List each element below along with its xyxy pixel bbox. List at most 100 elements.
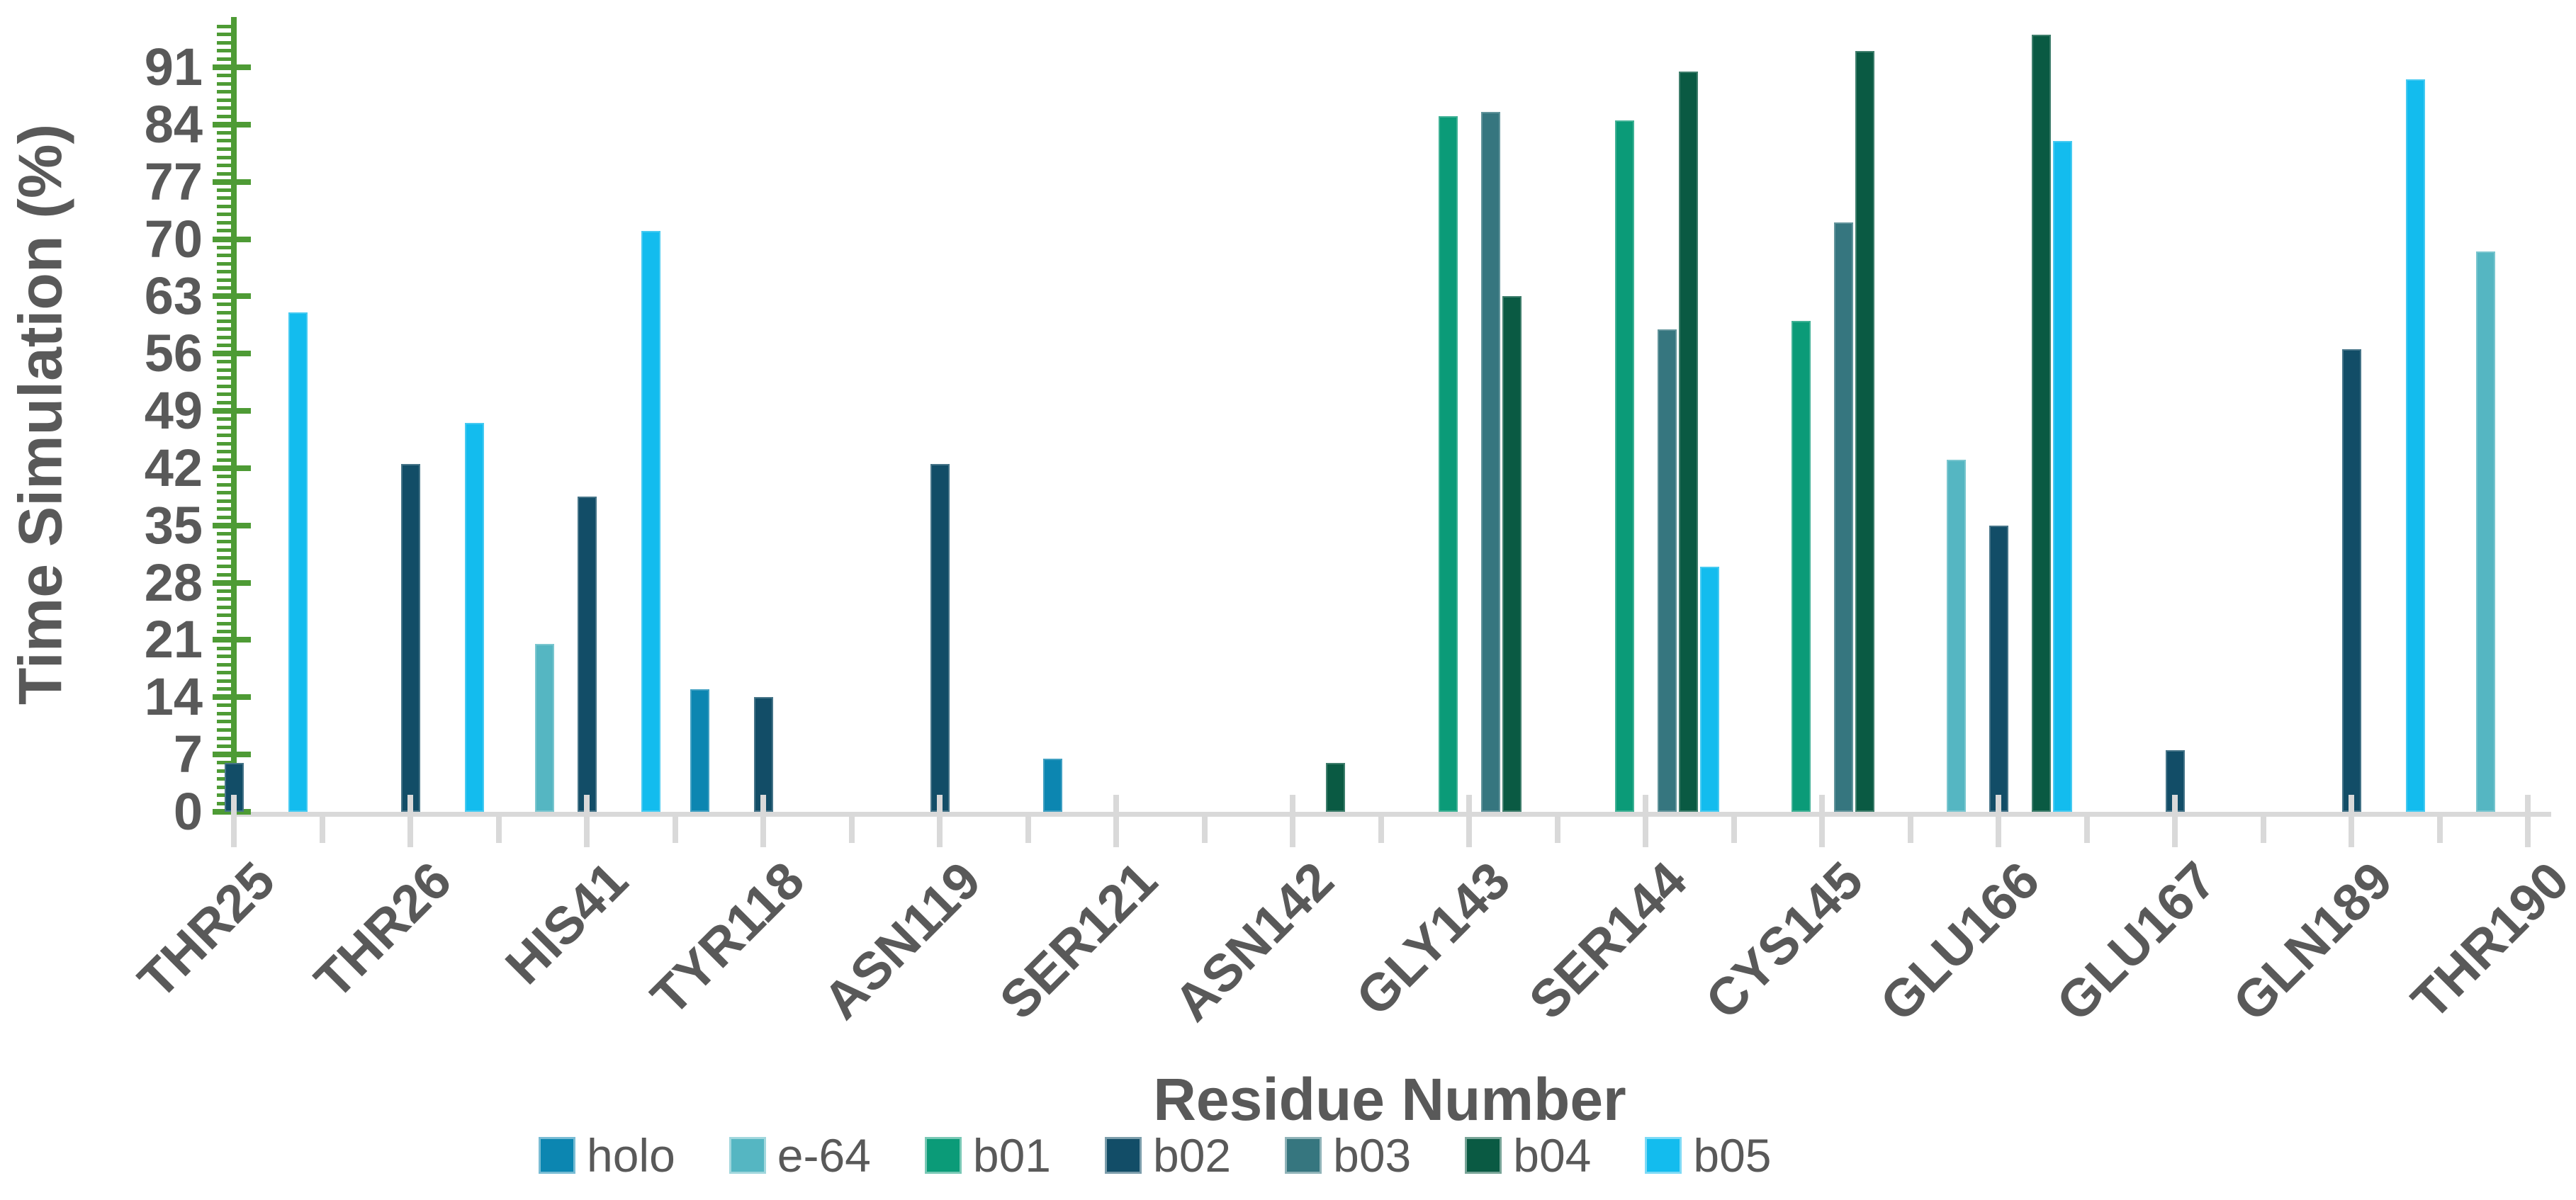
y-axis-major-tick: [213, 293, 251, 300]
y-axis-minor-tick: [217, 474, 232, 478]
x-tick-label: GLY143: [1344, 850, 1522, 1027]
y-axis-major-tick: [213, 64, 251, 70]
bar-b04-CYS145: [1855, 50, 1874, 812]
x-axis-minor-tick: [495, 817, 502, 843]
y-axis-minor-tick: [217, 106, 232, 111]
y-axis-minor-tick: [217, 401, 232, 404]
y-tick-label: 21: [144, 610, 203, 669]
x-tick-label: THR190: [2400, 850, 2576, 1031]
bar-b01-SER144: [1614, 120, 1634, 812]
legend-swatch-b02: [1105, 1137, 1142, 1174]
y-axis-minor-tick: [217, 572, 232, 577]
legend-label-b03: b03: [1333, 1129, 1412, 1182]
x-axis-category-tick: [1290, 795, 1295, 847]
legend-label-e-64: e-64: [777, 1129, 871, 1182]
y-axis-minor-tick: [217, 711, 232, 715]
y-axis-minor-tick: [217, 417, 232, 421]
bar-b04-SER144: [1678, 71, 1698, 812]
y-axis-minor-tick: [217, 679, 232, 683]
legend-swatch-e-64: [729, 1137, 766, 1174]
x-tick-label: TYR118: [639, 850, 816, 1026]
y-tick-label: 14: [144, 667, 203, 727]
x-axis-minor-tick: [1378, 817, 1384, 843]
x-tick-label: THR25: [126, 850, 286, 1010]
y-axis-minor-tick: [217, 720, 232, 724]
legend-item-b01: b01: [924, 1129, 1052, 1182]
y-axis-minor-tick: [217, 368, 232, 372]
y-axis-minor-tick: [217, 736, 232, 740]
y-axis-minor-tick: [217, 376, 232, 380]
y-axis-minor-tick: [217, 40, 232, 45]
y-tick-label: 28: [144, 553, 203, 612]
x-tick-label: HIS41: [494, 850, 639, 995]
y-axis-major-tick: [213, 637, 251, 643]
y-axis-line: [231, 17, 237, 817]
legend-swatch-b04: [1465, 1137, 1502, 1174]
y-axis-minor-tick: [217, 171, 232, 176]
x-axis-category-tick: [1819, 795, 1825, 847]
y-axis-minor-tick: [217, 196, 232, 200]
legend-swatch-b03: [1285, 1137, 1322, 1174]
y-axis-minor-tick: [217, 164, 232, 168]
y-axis-minor-tick: [217, 327, 232, 332]
y-axis-major-tick: [213, 236, 251, 242]
y-axis-minor-tick: [217, 482, 232, 487]
y-axis-minor-tick: [217, 213, 232, 217]
bar-b03-GLY143: [1480, 112, 1500, 812]
y-axis-minor-tick: [217, 565, 232, 568]
y-axis-minor-tick: [217, 556, 232, 560]
y-axis-minor-tick: [217, 319, 232, 323]
bar-e-64-GLU166: [1946, 460, 1966, 812]
y-axis-minor-tick: [217, 392, 232, 397]
y-axis-minor-tick: [217, 155, 232, 159]
y-axis-minor-tick: [217, 335, 232, 339]
y-tick-label: 70: [144, 209, 203, 268]
y-axis-minor-tick: [217, 450, 232, 454]
x-tick-label: THR26: [303, 850, 463, 1010]
bar-holo-SER121: [1042, 758, 1062, 812]
legend-label-b01: b01: [972, 1129, 1052, 1182]
y-axis-minor-tick: [217, 220, 232, 225]
x-axis-minor-tick: [2436, 817, 2443, 843]
y-axis-minor-tick: [217, 74, 232, 77]
y-axis-minor-tick: [217, 24, 232, 28]
y-tick-label: 56: [144, 324, 203, 383]
bar-b05-THR25: [288, 312, 308, 812]
bar-b03-SER144: [1657, 329, 1677, 812]
y-axis-minor-tick: [217, 531, 232, 536]
y-axis-minor-tick: [217, 302, 232, 307]
x-axis-minor-tick: [1554, 817, 1560, 843]
y-axis-minor-tick: [217, 49, 232, 53]
bar-b01-CYS145: [1791, 321, 1811, 812]
x-tick-label: CYS145: [1694, 850, 1874, 1031]
x-axis-category-tick: [2349, 795, 2354, 847]
x-axis-minor-tick: [672, 817, 678, 843]
y-axis-minor-tick: [217, 646, 232, 650]
y-axis-minor-tick: [217, 139, 232, 143]
x-tick-label: GLU167: [2045, 850, 2227, 1033]
bar-b02-THR26: [400, 464, 420, 812]
legend-item-holo: holo: [539, 1132, 675, 1179]
y-axis-minor-tick: [217, 605, 232, 609]
y-axis-minor-tick: [217, 261, 232, 266]
x-axis-minor-tick: [1731, 817, 1737, 843]
x-axis-line: [231, 812, 2551, 817]
y-axis-major-tick: [213, 694, 251, 701]
y-axis-minor-tick: [217, 745, 232, 749]
x-tick-label: GLN189: [2221, 850, 2404, 1033]
x-axis-category-tick: [2172, 795, 2178, 847]
y-axis-minor-tick: [217, 507, 232, 511]
bar-b02-HIS41: [577, 497, 597, 812]
bar-b02-TYR118: [753, 697, 773, 812]
x-tick-label: SER121: [988, 850, 1169, 1031]
x-axis-minor-tick: [1907, 817, 1913, 843]
x-axis-category-tick: [1996, 795, 2001, 847]
y-axis-major-tick: [213, 121, 251, 128]
x-axis-minor-tick: [848, 817, 855, 843]
y-axis-minor-tick: [217, 703, 232, 708]
y-axis-minor-tick: [217, 270, 232, 274]
x-axis-minor-tick: [2083, 817, 2090, 843]
y-axis-minor-tick: [217, 630, 232, 634]
x-axis-minor-tick: [1201, 817, 1208, 843]
x-axis-category-tick: [407, 795, 413, 847]
